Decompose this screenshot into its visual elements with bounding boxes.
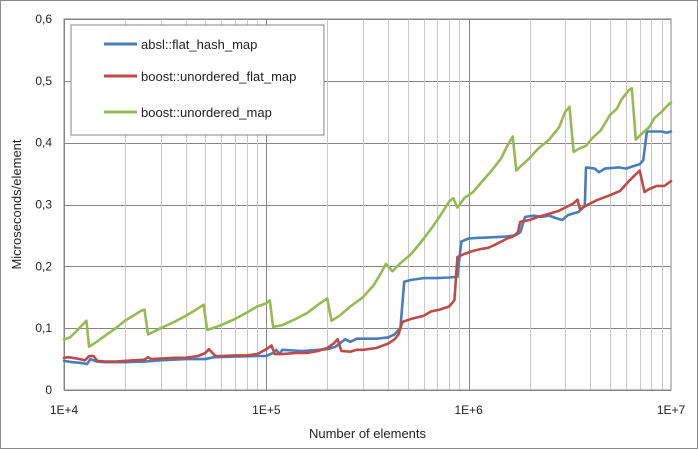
y-tick-label: 0,5	[35, 74, 52, 88]
legend-label-absl-flat-hash-map: absl::flat_hash_map	[141, 37, 257, 52]
x-axis-tick-labels: 1E+4 1E+5 1E+6 1E+7	[50, 403, 686, 417]
legend: absl::flat_hash_map boost::unordered_fla…	[70, 24, 325, 136]
y-tick-label: 0,2	[35, 259, 52, 273]
y-axis-title: Microseconds/element	[9, 139, 24, 269]
y-tick-label: 0,4	[35, 136, 52, 150]
x-tick-label: 1E+5	[252, 403, 281, 417]
legend-label-boost-unordered-flat-map: boost::unordered_flat_map	[141, 69, 296, 84]
legend-label-boost-unordered-map: boost::unordered_map	[141, 105, 272, 120]
series-line-boost-unordered-flat-map	[62, 169, 673, 363]
x-tick-label: 1E+6	[454, 403, 483, 417]
plot-area-border	[63, 18, 672, 391]
series-lines	[62, 87, 673, 366]
y-axis-tick-labels: 0 0,1 0,2 0,3 0,4 0,5 0,6	[35, 12, 52, 397]
series-line-boost-unordered-map	[62, 87, 673, 349]
y-tick-label: 0,1	[35, 321, 52, 335]
y-tick-label: 0	[45, 383, 52, 397]
x-axis-title: Number of elements	[309, 426, 427, 441]
x-tick-label: 1E+7	[657, 403, 686, 417]
y-tick-label: 0,3	[35, 198, 52, 212]
series-line-absl-flat-hash-map	[62, 130, 673, 366]
x-tick-label: 1E+4	[50, 403, 79, 417]
y-tick-label: 0,6	[35, 12, 52, 26]
